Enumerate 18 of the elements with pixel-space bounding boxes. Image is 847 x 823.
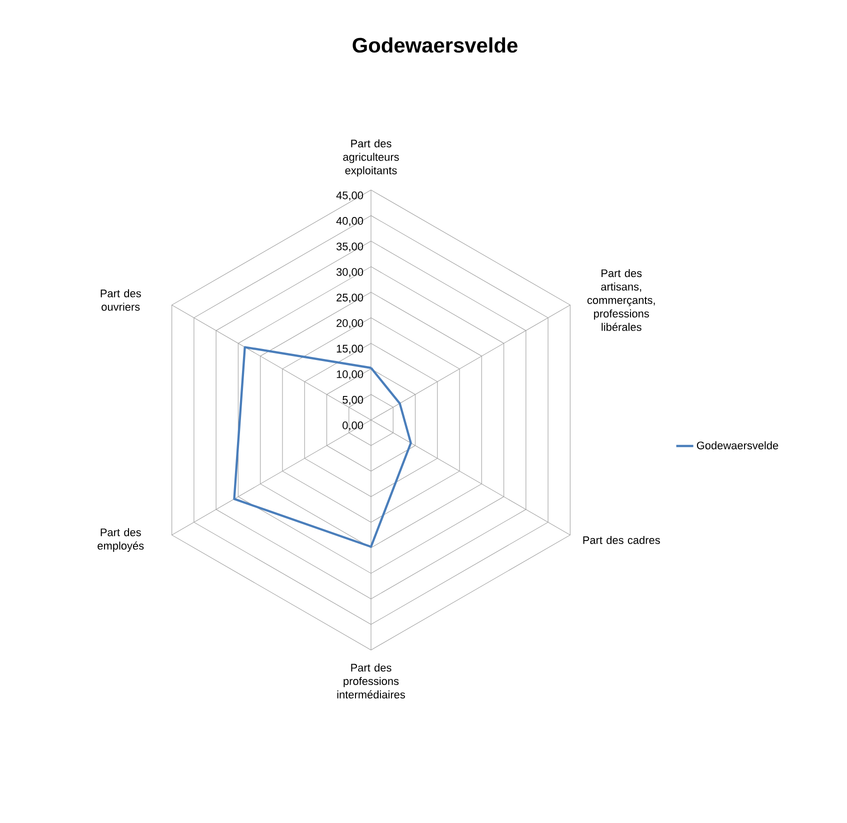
y-tick-label: 0,00 [342, 421, 364, 431]
spoke-label: Part des employés [98, 528, 144, 552]
chart-title: Godewaersvelde [352, 37, 518, 53]
y-tick-label: 35,00 [336, 242, 364, 252]
y-tick-label: 5,00 [342, 396, 364, 405]
y-tick-label: 40,00 [336, 217, 364, 226]
y-tick-label: 45,00 [336, 191, 364, 201]
y-tick-label: 25,00 [336, 294, 364, 303]
spoke-label: Part des cadres [583, 536, 660, 544]
spoke-label: Part des professions intermédiaires [337, 664, 405, 698]
y-tick-label: 30,00 [336, 268, 364, 278]
spoke-label: Part des artisans, commerçants, professions libérales [587, 269, 655, 331]
y-tick-label: 20,00 [336, 319, 364, 328]
y-tick-label: 15,00 [336, 344, 364, 354]
legend-label: Godewaersvelde [696, 441, 778, 450]
spoke-label: Part des ouvriers [100, 289, 141, 311]
spoke-label: Part des agriculteurs exploitants [343, 139, 399, 176]
y-tick-label: 10,00 [336, 370, 364, 380]
